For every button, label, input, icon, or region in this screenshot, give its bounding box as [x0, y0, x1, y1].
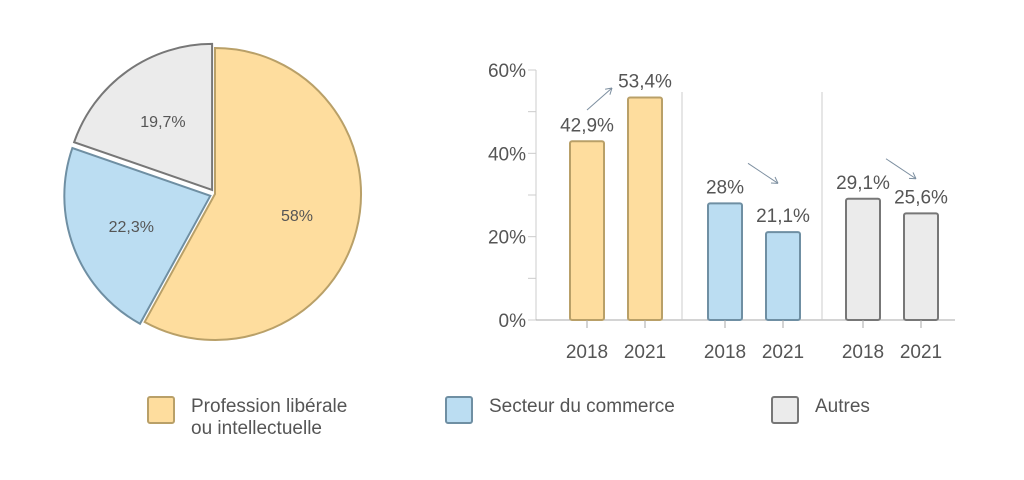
legend-label: Profession libérale: [191, 396, 348, 417]
bar-value-label: 21,1%: [756, 206, 810, 227]
trend-arrow-down: [885, 158, 917, 180]
legend-item-commerce: Secteur du commerce: [445, 396, 675, 424]
y-tick-label: 0%: [499, 311, 527, 332]
bar-liberal-2021: [627, 96, 663, 321]
x-tick-label: 2018: [566, 342, 608, 363]
bar-value-label: 53,4%: [618, 72, 672, 93]
bar-autres-2021: [903, 212, 939, 321]
x-tick-label: 2018: [842, 342, 884, 363]
trend-arrow-up: [586, 87, 613, 111]
legend-item-autres: Autres: [771, 396, 870, 424]
bar-value-label: 28%: [706, 177, 744, 198]
trend-arrow-down: [747, 162, 779, 184]
bar-value-label: 42,9%: [560, 115, 614, 136]
legend-item-liberal: Profession libérale ou intellectuelle: [147, 396, 347, 440]
y-tick-label: 60%: [488, 61, 526, 82]
bar-autres-2018: [845, 197, 881, 321]
y-tick-label: 40%: [488, 144, 526, 165]
bar-value-label: 29,1%: [836, 173, 890, 194]
x-tick-label: 2021: [900, 342, 942, 363]
pie-slice-liberal: [143, 46, 362, 341]
legend-swatch: [445, 396, 473, 424]
pie-slice-commerce: [63, 146, 212, 326]
legend-swatch: [147, 396, 175, 424]
trend-arrow-head: [609, 87, 613, 95]
pie-label: 22,3%: [109, 219, 154, 236]
legend-swatch: [771, 396, 799, 424]
legend-label: Autres: [815, 396, 870, 417]
trend-arrow-head: [774, 176, 779, 184]
bar-value-label: 25,6%: [894, 187, 948, 208]
y-tick-label: 20%: [488, 228, 526, 249]
bar-commerce-2018: [707, 202, 743, 321]
x-tick-label: 2021: [762, 342, 804, 363]
legend-label: Secteur du commerce: [489, 396, 675, 417]
trend-arrow-head: [605, 87, 613, 90]
bar-liberal-2018: [569, 140, 605, 321]
pie-label: 58%: [281, 208, 313, 225]
pie-slice-autres: [72, 42, 214, 192]
x-tick-label: 2018: [704, 342, 746, 363]
x-tick-label: 2021: [624, 342, 666, 363]
pie-label: 19,7%: [140, 114, 185, 131]
bar-commerce-2021: [765, 231, 801, 321]
legend-label: ou intellectuelle: [191, 418, 322, 439]
trend-arrow-head: [912, 172, 917, 179]
